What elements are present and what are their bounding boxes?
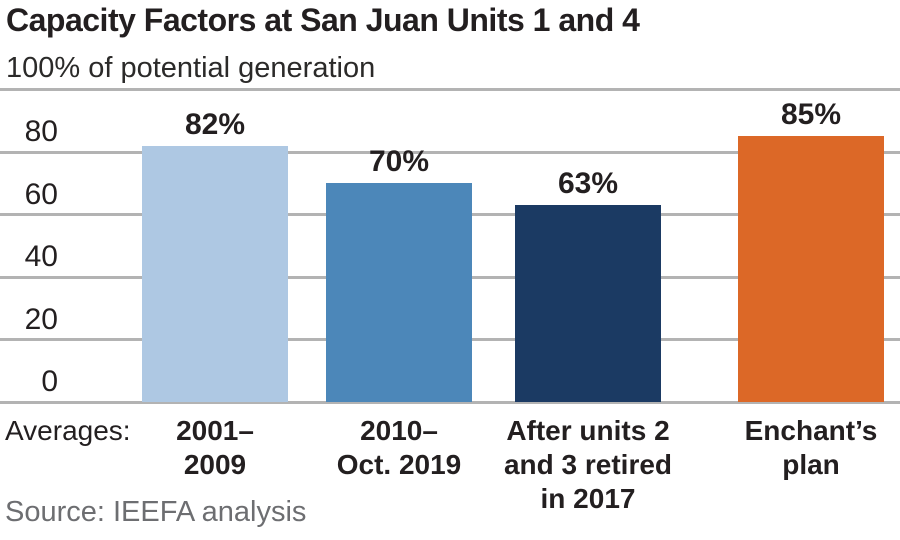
y-tick-label-80: 80 <box>24 115 58 148</box>
chart-subtitle: 100% of potential generation <box>6 52 376 84</box>
bar-value-label-1: 82% <box>184 107 246 141</box>
x-category-label-3: After units 2 and 3 retired in 2017 <box>503 415 673 514</box>
bar-value-label-2: 70% <box>368 145 430 179</box>
bar-1 <box>142 145 288 402</box>
source-attribution: Source: IEEFA analysis <box>5 496 307 528</box>
x-axis-prefix-label: Averages: <box>5 415 131 446</box>
x-category-label-1: 2001– 2009 <box>176 415 254 480</box>
bar-2 <box>326 183 472 402</box>
bar-value-label-3: 63% <box>557 167 619 201</box>
bar-value-label-4: 85% <box>780 98 842 132</box>
x-category-label-4: Enchant’s plan <box>744 415 878 480</box>
y-tick-label-20: 20 <box>24 302 58 336</box>
gridline-80 <box>0 150 900 154</box>
y-tick-label-40: 40 <box>24 240 58 273</box>
y-tick-label-60: 60 <box>24 177 58 211</box>
y-tick-label-0: 0 <box>41 365 58 398</box>
gridline-0 <box>0 400 900 404</box>
bar-3 <box>515 205 661 402</box>
gridline-100 <box>0 88 900 91</box>
x-category-label-2: 2010– Oct. 2019 <box>336 415 462 480</box>
bar-4 <box>738 136 884 402</box>
chart-title: Capacity Factors at San Juan Units 1 and… <box>6 2 640 38</box>
